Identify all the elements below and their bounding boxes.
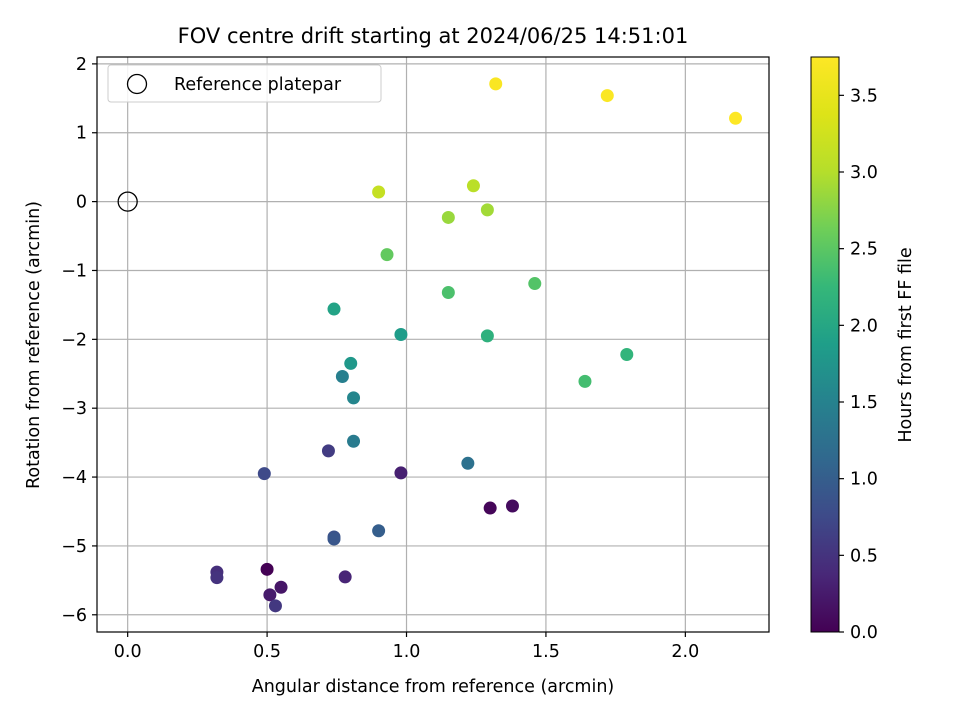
x-tick-label: 0.0 <box>114 642 142 662</box>
x-tick-label: 1.5 <box>532 642 560 662</box>
y-tick-label: −5 <box>61 537 87 557</box>
colorbar-tick-label: 0.0 <box>850 623 878 643</box>
scatter-point <box>268 599 282 613</box>
scatter-point <box>480 329 494 343</box>
scatter-point <box>600 89 614 103</box>
scatter-point <box>483 501 497 515</box>
scatter-point <box>347 391 361 405</box>
chart-title: FOV centre drift starting at 2024/06/25 … <box>178 24 689 48</box>
scatter-point <box>372 185 386 199</box>
colorbar-ticks: 0.0 0.5 1.0 1.5 2.0 2.5 3.0 3.5 <box>839 86 878 643</box>
colorbar-tick-label: 1.0 <box>850 470 878 490</box>
scatter-point <box>489 77 503 91</box>
grid-lines <box>97 57 769 632</box>
scatter-point <box>263 588 277 602</box>
legend-box <box>107 64 382 103</box>
scatter-point <box>578 374 592 388</box>
scatter-point <box>505 499 519 513</box>
x-tick-label: 0.5 <box>253 642 281 662</box>
scatter-point <box>729 111 743 125</box>
colorbar-tick-label: 1.5 <box>850 393 878 413</box>
scatter-point <box>338 570 352 584</box>
scatter-point <box>347 434 361 448</box>
scatter-point <box>260 562 274 576</box>
scatter-point <box>335 370 349 384</box>
x-axis-label: Angular distance from reference (arcmin) <box>252 677 615 697</box>
scatter-point <box>344 356 358 370</box>
legend-marker-open-circle-icon <box>126 73 148 95</box>
plot-area-frame <box>96 56 770 633</box>
scatter-point <box>466 179 480 193</box>
scatter-point <box>380 248 394 262</box>
colorbar-tick-label: 3.5 <box>850 86 878 106</box>
x-tick-label: 1.0 <box>393 642 421 662</box>
y-axis-ticks: −6 −5 −4 −3 −2 −1 0 1 2 <box>61 55 97 626</box>
x-tick-label: 2.0 <box>671 642 699 662</box>
y-tick-label: 2 <box>76 55 87 75</box>
y-tick-label: −3 <box>61 399 87 419</box>
colorbar-tick-label: 0.5 <box>850 546 878 566</box>
colorbar-tick-label: 2.5 <box>850 240 878 260</box>
scatter-point <box>327 532 341 546</box>
scatter-point <box>461 456 475 470</box>
scatter-point <box>528 277 542 291</box>
scatter-point <box>441 210 455 224</box>
scatter-point <box>394 328 408 342</box>
scatter-point <box>257 467 271 481</box>
scatter-point <box>274 580 288 594</box>
legend: Reference platepar <box>107 64 382 103</box>
y-tick-label: −4 <box>61 468 87 488</box>
reference-platepar-marker <box>117 191 138 212</box>
y-axis-label: Rotation from reference (arcmin) <box>24 201 44 489</box>
colorbar: 0.0 0.5 1.0 1.5 2.0 2.5 3.0 3.5 Hours from firs… <box>810 56 916 643</box>
y-tick-label: 1 <box>76 124 87 144</box>
x-axis-ticks: 0.0 0.5 1.0 1.5 2.0 <box>114 632 699 662</box>
scatter-point <box>620 347 634 361</box>
colorbar-gradient <box>810 56 840 633</box>
colorbar-tick-label: 3.0 <box>850 163 878 183</box>
colorbar-label: Hours from first FF file <box>896 247 916 442</box>
colorbar-tick-label: 2.0 <box>850 316 878 336</box>
y-tick-label: −6 <box>61 606 87 626</box>
scatter-points <box>117 77 743 613</box>
scatter-point <box>321 444 335 458</box>
scatter-point <box>441 286 455 300</box>
scatter-point <box>210 571 224 585</box>
legend-label: Reference platepar <box>174 75 342 95</box>
scatter-point <box>480 203 494 217</box>
y-tick-label: 0 <box>76 193 87 213</box>
scatter-point <box>327 302 341 316</box>
y-tick-label: −2 <box>61 330 87 350</box>
y-tick-label: −1 <box>61 261 87 281</box>
scatter-point <box>394 466 408 480</box>
scatter-point <box>372 524 386 538</box>
